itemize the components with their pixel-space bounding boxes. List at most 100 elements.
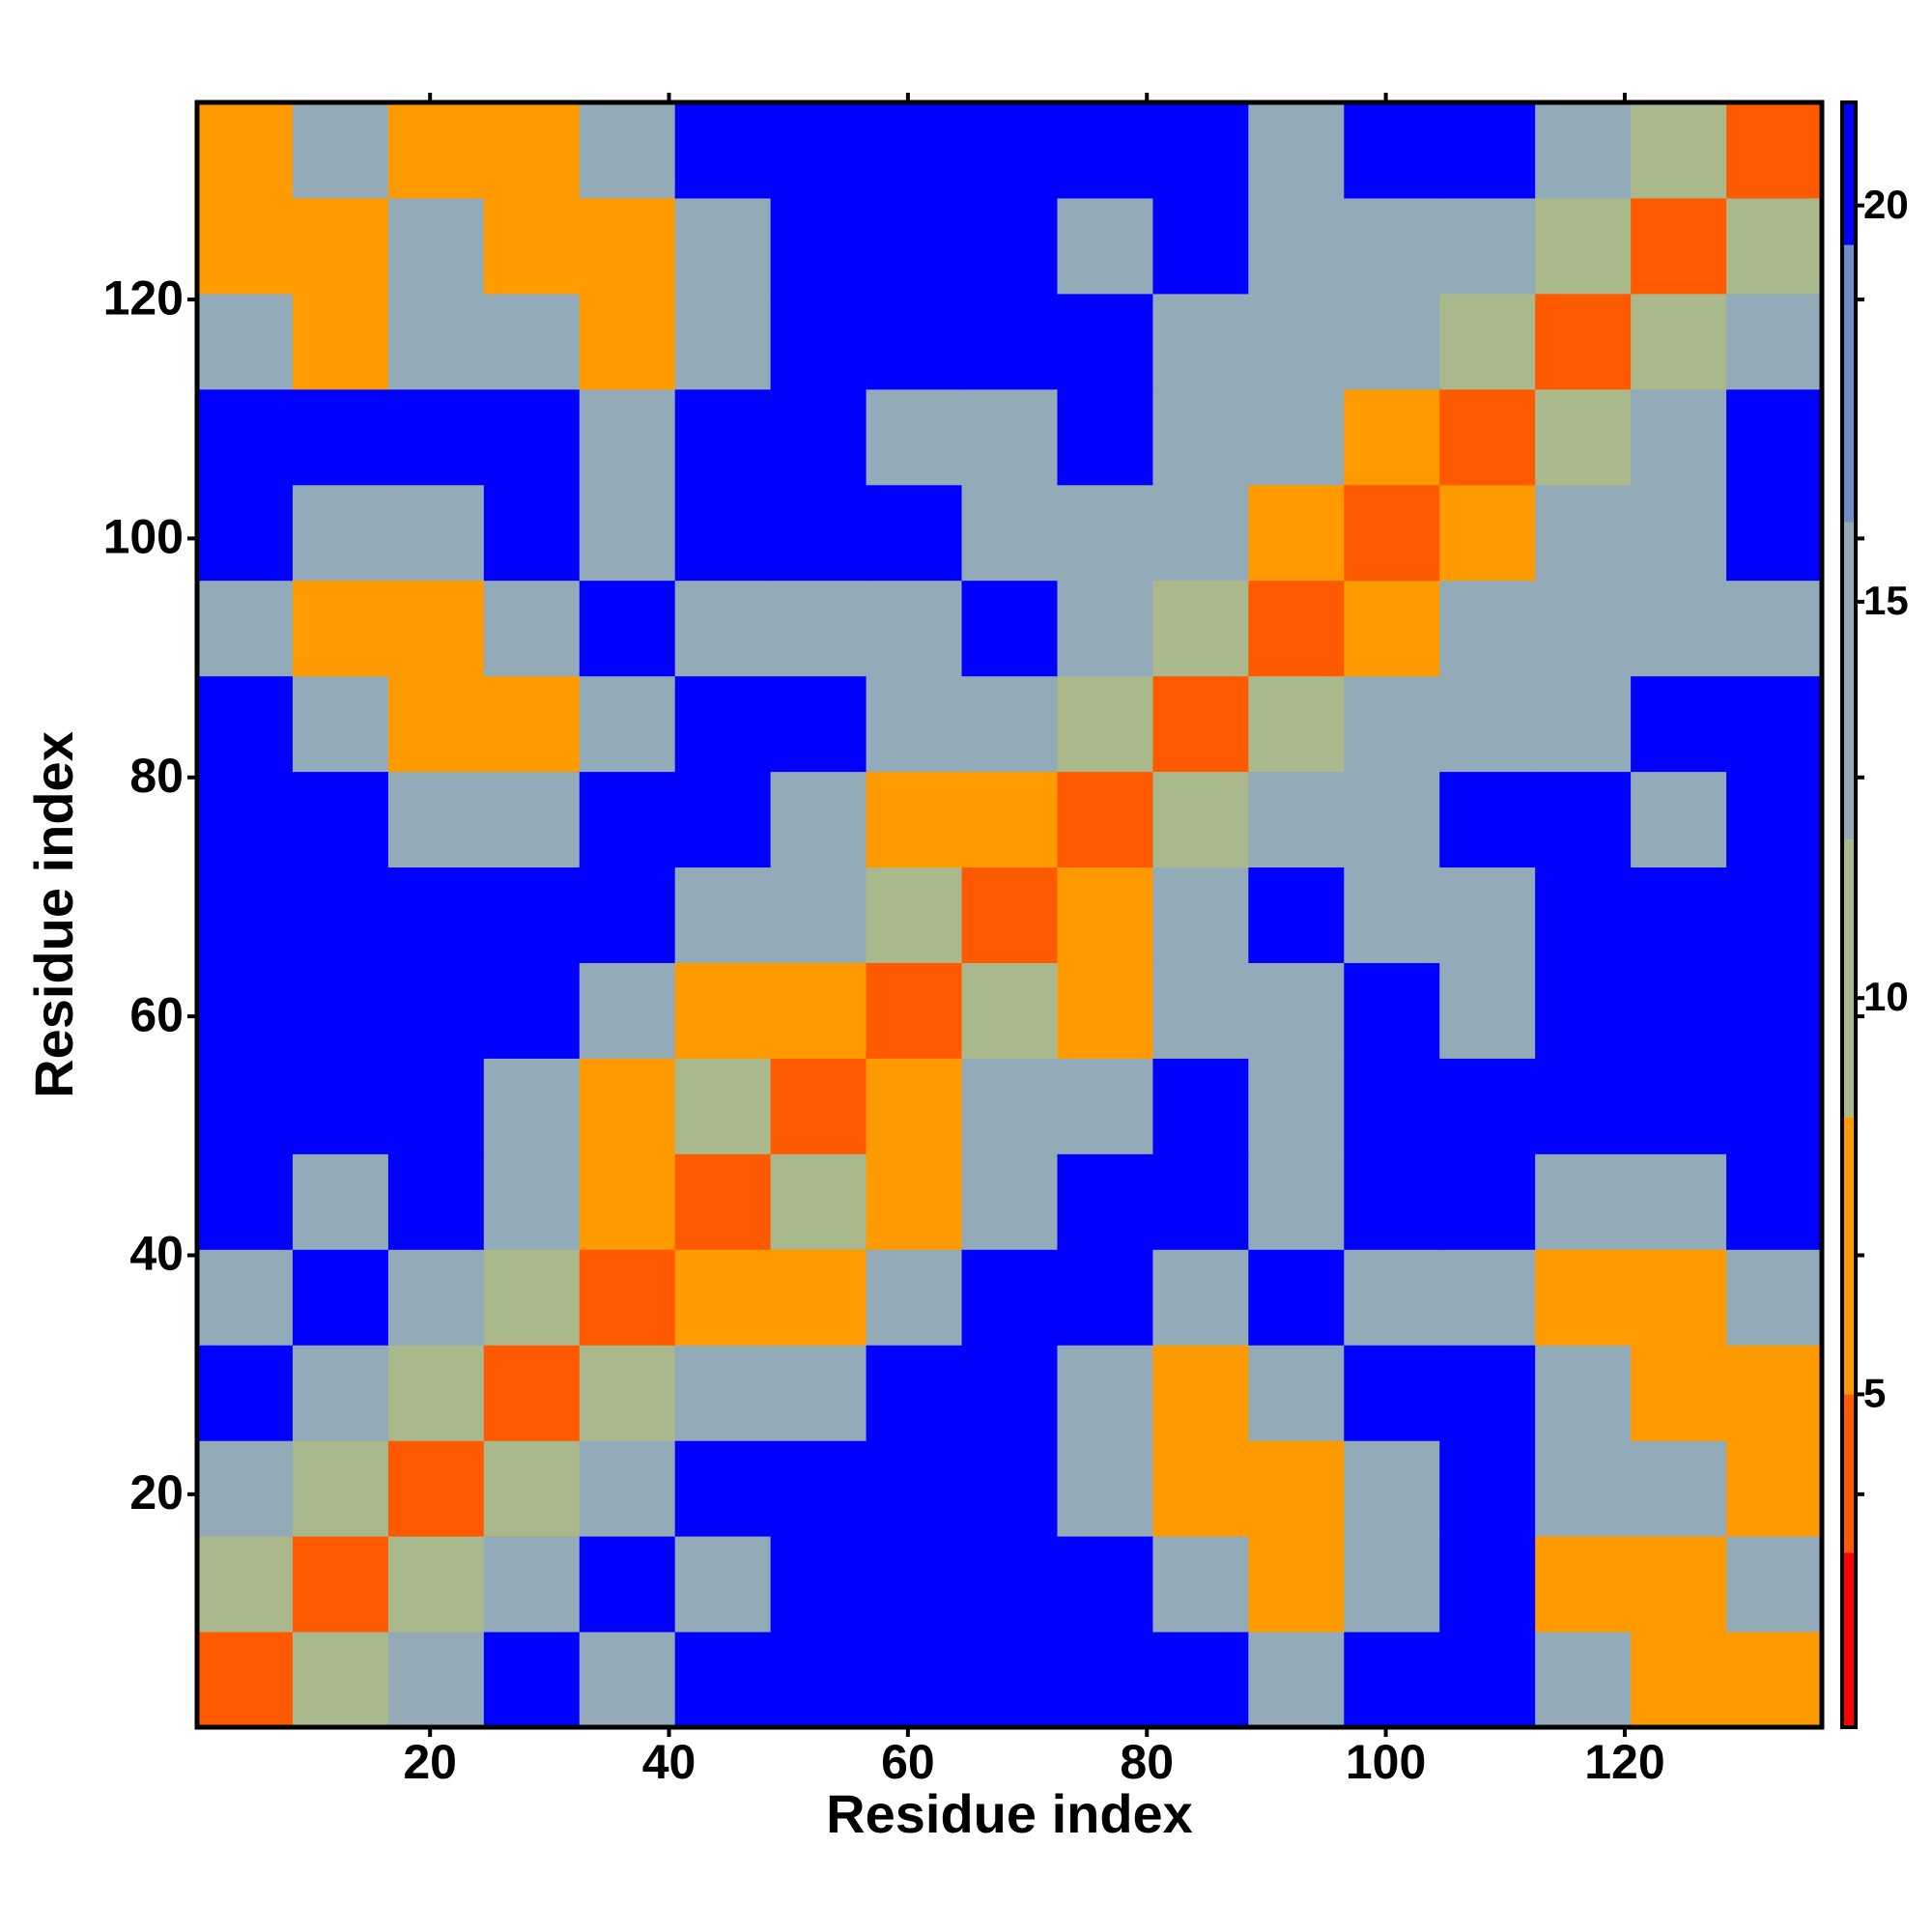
heatmap-cell xyxy=(483,1058,581,1154)
heatmap-cell xyxy=(770,1345,867,1441)
heatmap-cell xyxy=(197,1440,294,1537)
heatmap-cell xyxy=(579,484,676,582)
heatmap-cell xyxy=(674,1536,772,1633)
heatmap-cell xyxy=(1535,484,1632,582)
heatmap-cell xyxy=(483,1632,581,1728)
heatmap-cell xyxy=(866,1345,963,1441)
heatmap-cell xyxy=(579,1153,676,1250)
heatmap-cell xyxy=(866,1249,963,1346)
colorbar-tick-label: 15 xyxy=(1863,578,1909,623)
heatmap-cell xyxy=(1248,867,1345,963)
heatmap-cell xyxy=(1152,484,1249,582)
heatmap-cell xyxy=(483,388,581,486)
y-tick-label: 60 xyxy=(129,987,184,1041)
heatmap-cell xyxy=(961,197,1058,295)
heatmap-cell xyxy=(961,1345,1058,1441)
colorbar-segment xyxy=(1842,102,1856,245)
heatmap-cell xyxy=(1057,197,1153,295)
heatmap-cell xyxy=(1631,293,1727,390)
heatmap-cell xyxy=(674,675,772,773)
heatmap-cell xyxy=(1726,580,1823,677)
heatmap-cell xyxy=(1726,293,1823,390)
heatmap-cell xyxy=(1631,484,1727,582)
heatmap-cell xyxy=(292,1345,389,1441)
heatmap-cell xyxy=(1057,1632,1153,1728)
heatmap-cell xyxy=(1248,293,1345,390)
heatmap-cell xyxy=(387,484,485,582)
heatmap-cell xyxy=(1057,102,1153,199)
heatmap-cell xyxy=(1152,1440,1249,1537)
heatmap-cell xyxy=(579,1058,676,1154)
heatmap-cell xyxy=(1344,580,1440,677)
heatmap-cell xyxy=(1248,197,1345,295)
heatmap-cell xyxy=(387,1058,485,1154)
heatmap-cell xyxy=(1726,102,1823,199)
heatmap-cell xyxy=(1631,388,1727,486)
heatmap-cell xyxy=(1248,1632,1345,1728)
heatmap-cell xyxy=(674,293,772,390)
heatmap-cell xyxy=(1152,962,1249,1059)
heatmap-cell xyxy=(1344,1249,1440,1346)
heatmap-cell xyxy=(674,771,772,868)
heatmap-cell xyxy=(579,867,676,963)
y-tick-label: 20 xyxy=(129,1465,184,1520)
heatmap-cell xyxy=(674,1153,772,1250)
heatmap-cell xyxy=(1631,962,1727,1059)
heatmap-cell xyxy=(866,1058,963,1154)
heatmap-cell xyxy=(1152,293,1249,390)
heatmap-cell xyxy=(197,484,294,582)
heatmap-cell xyxy=(1439,962,1536,1059)
heatmap-cell xyxy=(197,580,294,677)
heatmap-cell xyxy=(197,293,294,390)
heatmap-cell xyxy=(674,962,772,1059)
heatmap-cell xyxy=(1344,197,1440,295)
heatmap-cell xyxy=(961,675,1058,773)
heatmap-cell xyxy=(961,484,1058,582)
heatmap-cell xyxy=(1057,675,1153,773)
heatmap-cell xyxy=(1726,1153,1823,1250)
heatmap-cell xyxy=(866,197,963,295)
heatmap-cell xyxy=(579,1632,676,1728)
heatmap-cell xyxy=(770,1058,867,1154)
heatmap-cell xyxy=(770,1153,867,1250)
heatmap-cell xyxy=(579,388,676,486)
heatmap-cell xyxy=(292,580,389,677)
heatmap-cell xyxy=(674,580,772,677)
heatmap-cell xyxy=(1439,1153,1536,1250)
heatmap-cell xyxy=(1057,1440,1153,1537)
heatmap-cell xyxy=(770,484,867,582)
heatmap-cell xyxy=(1248,962,1345,1059)
heatmap-cell xyxy=(579,1345,676,1441)
heatmap-cell xyxy=(579,1440,676,1537)
heatmap-cell xyxy=(292,1058,389,1154)
heatmap-cell xyxy=(292,867,389,963)
heatmap-cell xyxy=(483,771,581,868)
heatmap-cell xyxy=(1535,102,1632,199)
heatmap-cell xyxy=(770,293,867,390)
heatmap-cell xyxy=(483,962,581,1059)
heatmap-cell xyxy=(1631,580,1727,677)
heatmap-cell xyxy=(1248,102,1345,199)
heatmap-cell xyxy=(483,1440,581,1537)
heatmap-cell xyxy=(197,197,294,295)
heatmap-cell xyxy=(770,197,867,295)
heatmap-cell xyxy=(483,867,581,963)
y-tick-label: 80 xyxy=(129,749,184,803)
heatmap-cell xyxy=(1439,197,1536,295)
heatmap-cell xyxy=(292,1249,389,1346)
heatmap-cell xyxy=(292,1153,389,1250)
heatmap-cell xyxy=(1631,1058,1727,1154)
heatmap-cell xyxy=(1726,1058,1823,1154)
heatmap-cell xyxy=(961,1249,1058,1346)
heatmap-cell xyxy=(579,1536,676,1633)
colorbar-tick-label: 20 xyxy=(1863,182,1909,227)
heatmap-cell xyxy=(1057,1058,1153,1154)
heatmap-cell xyxy=(1726,1536,1823,1633)
heatmap-cell xyxy=(674,197,772,295)
heatmap-cell xyxy=(1726,771,1823,868)
heatmap-cell xyxy=(197,1345,294,1441)
heatmap-cell xyxy=(770,867,867,963)
heatmap-cell xyxy=(961,771,1058,868)
heatmap-cell xyxy=(1535,1249,1632,1346)
heatmap-cell xyxy=(1535,867,1632,963)
